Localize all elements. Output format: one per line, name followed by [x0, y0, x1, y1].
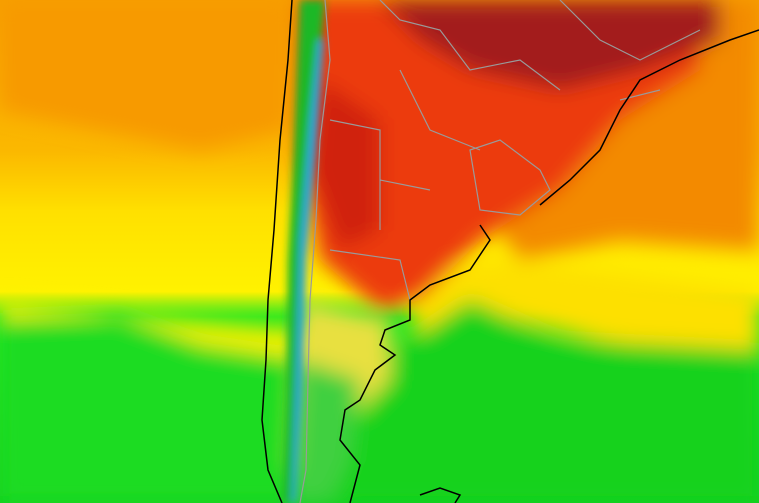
cool-ocean-east: [330, 300, 759, 503]
hot-core-west: [310, 80, 380, 250]
tierra-del-fuego: [419, 487, 462, 503]
bolivia-paraguay-border: [379, 0, 561, 91]
hottest-land: [380, 0, 720, 90]
andes-cold-peaks: [292, 40, 324, 503]
cool-ocean-west: [0, 315, 300, 503]
yellow-band-east: [400, 260, 759, 360]
brazil-state-borders: [559, 0, 701, 101]
atlantic-coast-brazil: [539, 29, 759, 206]
uruguay-border: [469, 139, 551, 216]
coastline: [261, 0, 759, 503]
andes-green: [282, 0, 325, 503]
warm-ocean-west: [0, 0, 290, 150]
chile-argentina-border: [299, 0, 331, 503]
andes-strip: [282, 0, 325, 503]
pacific-coast: [261, 0, 293, 503]
borders: [299, 0, 701, 503]
atlantic-coast-argentina: [339, 224, 491, 503]
province-borders: [329, 69, 481, 301]
